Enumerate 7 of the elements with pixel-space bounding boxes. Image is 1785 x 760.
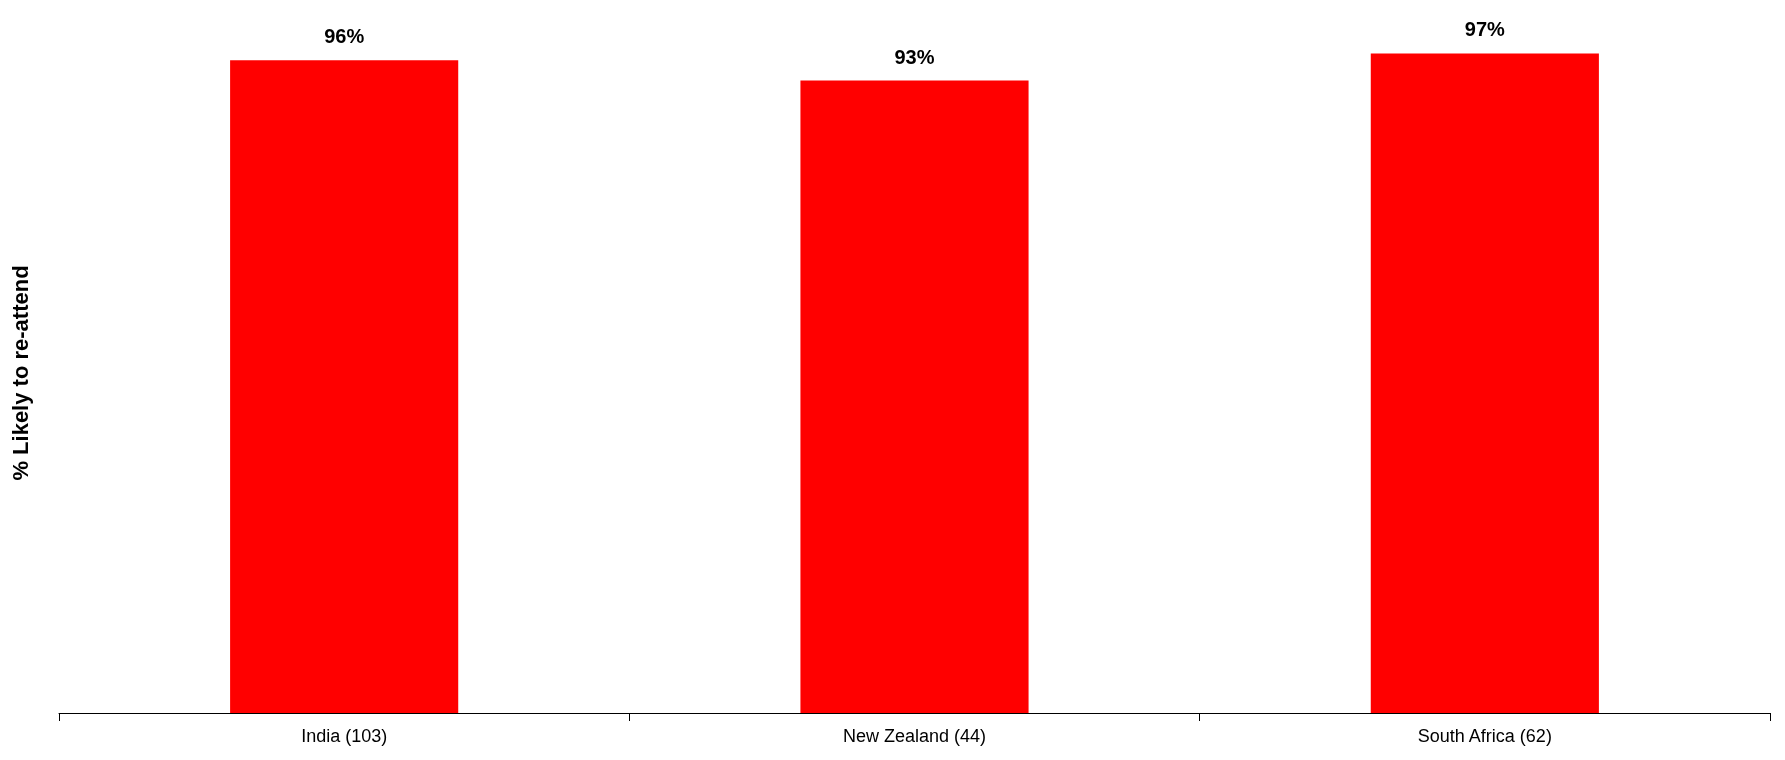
x-tick-label: India (103) bbox=[301, 726, 388, 746]
x-tick-label: South Africa (62) bbox=[1417, 726, 1552, 746]
data-label: 96% bbox=[324, 25, 365, 48]
data-label: 93% bbox=[894, 45, 935, 68]
data-label: 97% bbox=[1464, 18, 1506, 41]
y-axis-title: % Likely to re-attend bbox=[7, 265, 33, 481]
x-tick-label: New Zealand (44) bbox=[842, 726, 987, 746]
